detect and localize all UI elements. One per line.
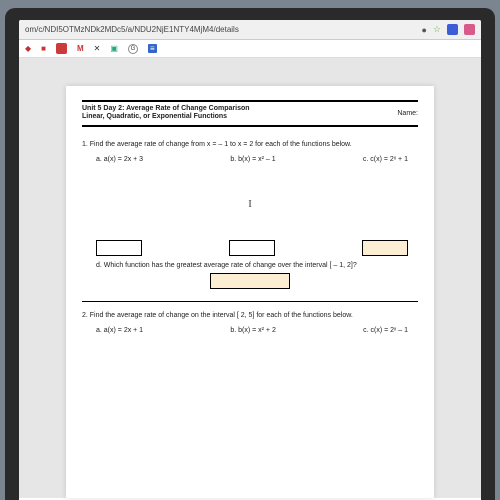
answer-box-c[interactable] bbox=[362, 240, 408, 256]
bookmark-icon-1[interactable]: ◆ bbox=[25, 44, 31, 53]
bookmark-icon-3[interactable] bbox=[56, 43, 67, 54]
q1-part-c: c. c(x) = 2ˣ + 1 bbox=[363, 156, 408, 163]
q1d-answer-row bbox=[82, 273, 418, 289]
bookmark-icon-4[interactable]: M bbox=[77, 44, 84, 53]
title-line-1: Unit 5 Day 2: Average Rate of Change Com… bbox=[82, 105, 250, 112]
url-text[interactable]: om/c/NDI5OTMzNDk2MDc5/a/NDU2NjE1NTY4MjM4… bbox=[25, 25, 415, 34]
text-cursor: I bbox=[82, 199, 418, 210]
bookmark-icon-5[interactable]: ✕ bbox=[94, 44, 101, 53]
q2-part-a: a. a(x) = 2x + 1 bbox=[96, 327, 143, 334]
monitor-bezel: om/c/NDI5OTMzNDk2MDc5/a/NDU2NjE1NTY4MjM4… bbox=[5, 8, 495, 500]
answer-box-b[interactable] bbox=[229, 240, 275, 256]
location-icon[interactable]: ● bbox=[421, 25, 426, 35]
star-icon[interactable]: ☆ bbox=[433, 24, 441, 35]
q1-part-d: d. Which function has the greatest avera… bbox=[96, 262, 418, 269]
answer-box-a[interactable] bbox=[96, 240, 142, 256]
q1-part-b: b. b(x) = x² – 1 bbox=[230, 156, 275, 163]
q2-part-b: b. b(x) = x² + 2 bbox=[230, 327, 276, 334]
bookmark-icon-2[interactable]: ■ bbox=[41, 44, 46, 53]
extension-icon-2[interactable] bbox=[464, 24, 475, 35]
bookmark-icon-6[interactable]: ▣ bbox=[110, 44, 118, 53]
worksheet-page: Unit 5 Day 2: Average Rate of Change Com… bbox=[66, 86, 434, 498]
bookmarks-bar: ◆ ■ M ✕ ▣ G ≡ bbox=[19, 40, 481, 58]
screen: om/c/NDI5OTMzNDk2MDc5/a/NDU2NjE1NTY4MjM4… bbox=[19, 20, 481, 500]
q1-answer-boxes bbox=[96, 240, 408, 256]
question-2: 2. Find the average rate of change on th… bbox=[82, 312, 418, 319]
worksheet-header: Unit 5 Day 2: Average Rate of Change Com… bbox=[82, 100, 418, 127]
extension-icon-1[interactable] bbox=[447, 24, 458, 35]
worksheet-title: Unit 5 Day 2: Average Rate of Change Com… bbox=[82, 105, 250, 122]
question-1-parts: a. a(x) = 2x + 3 b. b(x) = x² – 1 c. c(x… bbox=[96, 156, 408, 163]
bookmark-icon-7[interactable]: G bbox=[128, 44, 138, 54]
answer-box-d[interactable] bbox=[210, 273, 290, 289]
question-1: 1. Find the average rate of change from … bbox=[82, 141, 418, 148]
browser-url-bar[interactable]: om/c/NDI5OTMzNDk2MDc5/a/NDU2NjE1NTY4MjM4… bbox=[19, 20, 481, 40]
question-2-parts: a. a(x) = 2x + 1 b. b(x) = x² + 2 c. c(x… bbox=[96, 327, 408, 334]
bookmark-icon-8[interactable]: ≡ bbox=[148, 44, 157, 53]
name-label: Name: bbox=[397, 110, 418, 117]
q1-part-a: a. a(x) = 2x + 3 bbox=[96, 156, 143, 163]
title-line-2: Linear, Quadratic, or Exponential Functi… bbox=[82, 113, 227, 120]
divider bbox=[82, 301, 418, 302]
q2-part-c: c. c(x) = 2ˣ – 1 bbox=[363, 327, 408, 334]
content-area: Unit 5 Day 2: Average Rate of Change Com… bbox=[19, 58, 481, 498]
